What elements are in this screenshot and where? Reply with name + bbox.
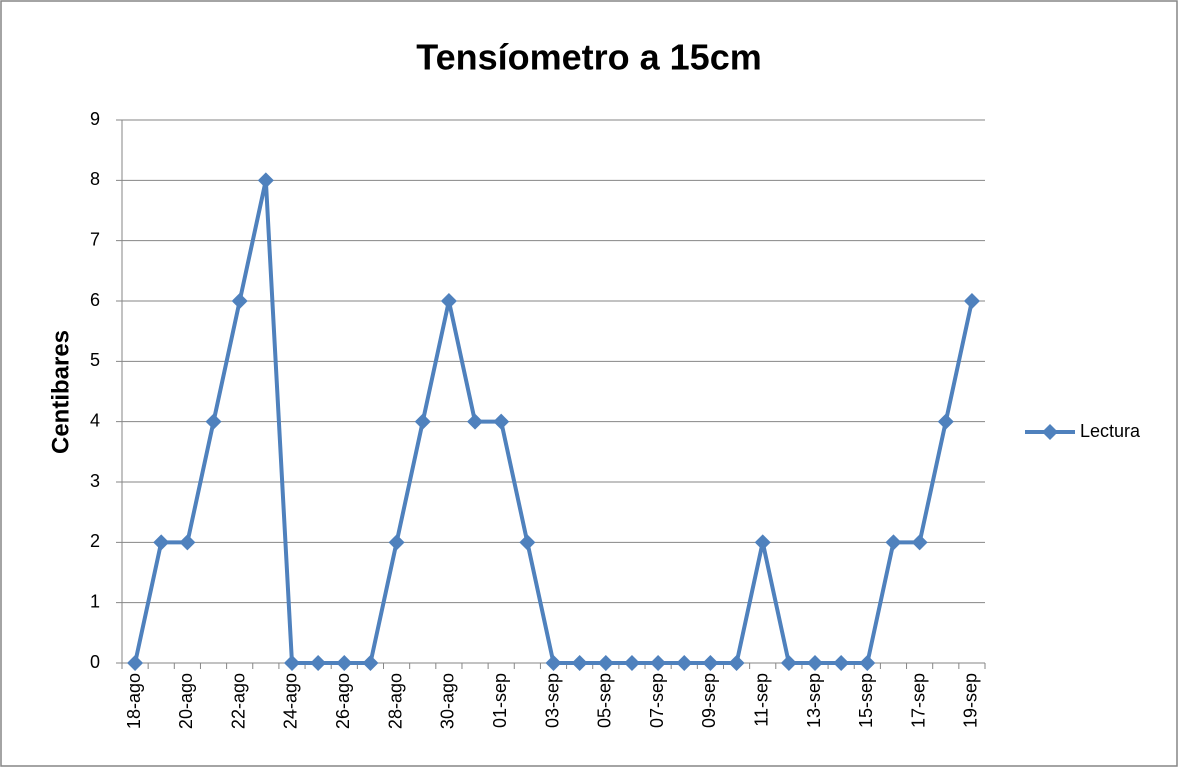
data-point xyxy=(257,172,274,189)
x-tick-label: 09-sep xyxy=(699,673,719,728)
y-tick-label: 3 xyxy=(90,471,100,491)
x-tick-label: 22-ago xyxy=(228,673,248,729)
y-axis-label: Centibares xyxy=(47,330,74,454)
data-point xyxy=(963,293,980,309)
data-point xyxy=(911,534,928,551)
x-tick-label: 28-ago xyxy=(385,673,405,729)
data-point xyxy=(493,413,510,430)
y-tick-label: 6 xyxy=(90,290,100,310)
data-point xyxy=(362,655,379,671)
data-point xyxy=(807,655,824,671)
x-tick-label: 15-sep xyxy=(856,673,876,728)
data-point xyxy=(937,413,954,430)
x-tick-label: 18-ago xyxy=(124,673,144,729)
data-point xyxy=(571,655,588,671)
data-point xyxy=(650,655,667,671)
data-point xyxy=(205,413,222,430)
data-point xyxy=(833,655,850,671)
data-point xyxy=(754,534,771,551)
data-point xyxy=(545,655,562,671)
x-tick-label: 03-sep xyxy=(542,673,562,728)
y-tick-label: 1 xyxy=(90,591,100,611)
x-tick-label: 05-sep xyxy=(595,673,615,728)
data-point xyxy=(440,293,457,309)
x-tick-label: 24-ago xyxy=(281,673,301,729)
data-point xyxy=(388,534,405,551)
data-point xyxy=(310,655,327,671)
y-tick-label: 2 xyxy=(90,531,100,551)
legend-swatch xyxy=(1042,424,1058,440)
data-point xyxy=(702,655,719,671)
data-point xyxy=(859,655,876,671)
x-tick-label: 17-sep xyxy=(908,673,928,728)
data-point xyxy=(336,655,353,671)
data-point xyxy=(597,655,614,671)
data-point xyxy=(153,534,170,551)
data-point xyxy=(623,655,640,671)
chart-title: Tensíometro a 15cm xyxy=(416,37,761,78)
x-tick-label: 07-sep xyxy=(647,673,667,728)
data-point xyxy=(283,655,300,671)
x-tick-label: 01-sep xyxy=(490,673,510,728)
data-point xyxy=(127,655,144,671)
y-tick-label: 7 xyxy=(90,229,100,249)
x-tick-label: 11-sep xyxy=(751,673,771,727)
x-tick-label: 19-sep xyxy=(961,673,981,728)
data-point xyxy=(885,534,902,551)
y-tick-label: 8 xyxy=(90,169,100,189)
data-point xyxy=(467,413,484,430)
y-tick-label: 0 xyxy=(90,652,100,672)
data-point xyxy=(780,655,797,671)
y-tick-label: 5 xyxy=(90,350,100,370)
data-point xyxy=(179,534,196,551)
data-point xyxy=(676,655,693,671)
y-tick-label: 4 xyxy=(90,410,100,430)
x-tick-label: 26-ago xyxy=(333,673,353,729)
data-point xyxy=(519,534,536,551)
data-point xyxy=(414,413,431,430)
x-tick-label: 20-ago xyxy=(176,673,196,729)
x-tick-label: 30-ago xyxy=(438,673,458,729)
data-point xyxy=(728,655,745,671)
data-point xyxy=(231,293,248,309)
legend-label: Lectura xyxy=(1080,421,1141,441)
x-tick-label: 13-sep xyxy=(804,673,824,728)
y-tick-label: 9 xyxy=(90,109,100,129)
